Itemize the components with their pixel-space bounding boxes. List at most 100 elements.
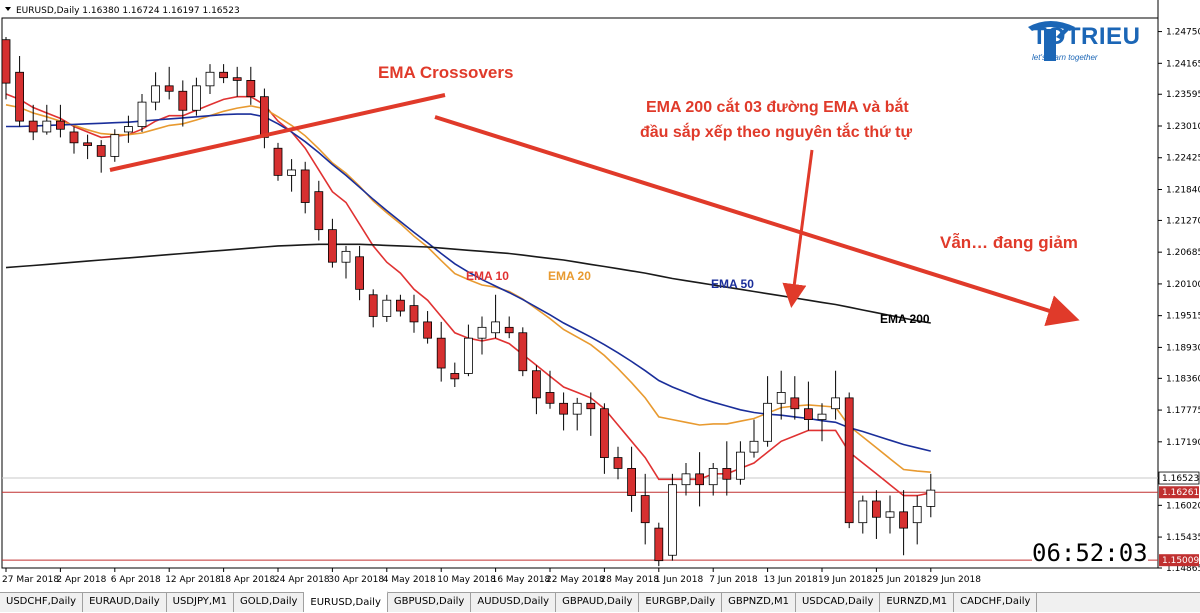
x-tick-label: 27 Mar 2018 xyxy=(2,575,59,585)
tab-audusd-daily[interactable]: AUDUSD,Daily xyxy=(471,593,557,612)
candle xyxy=(736,441,745,485)
plot-frame xyxy=(1,17,1159,569)
x-tick-label: 6 Apr 2018 xyxy=(111,575,161,585)
candle xyxy=(450,362,460,388)
candle xyxy=(627,446,636,512)
price-chart[interactable]: EURUSD,Daily 1.16380 1.16724 1.16197 1.1… xyxy=(0,0,1200,592)
candle xyxy=(912,495,922,545)
candle xyxy=(124,115,133,143)
x-tick-label: 1 Jun 2018 xyxy=(655,575,704,585)
candle xyxy=(463,324,473,377)
brand-name: TOTRIEU xyxy=(1032,23,1141,50)
candle xyxy=(56,104,65,138)
candle xyxy=(681,462,691,496)
y-tick-label: 1.15435 xyxy=(1166,533,1200,543)
candle-body xyxy=(137,101,147,127)
x-tick-label: 7 Jun 2018 xyxy=(709,575,758,585)
candle-body xyxy=(545,392,555,404)
tab-usdjpy-m1[interactable]: USDJPY,M1 xyxy=(167,593,235,612)
candle-body xyxy=(572,402,582,415)
x-tick-label: 28 May 2018 xyxy=(600,575,659,585)
candle-body xyxy=(341,250,351,263)
tab-gbpnzd-m1[interactable]: GBPNZD,M1 xyxy=(722,593,796,612)
candle-body xyxy=(463,337,473,374)
tab-eurusd-daily[interactable]: EURUSD,Daily xyxy=(304,591,388,612)
price-level-tag xyxy=(1159,554,1199,567)
candle xyxy=(137,93,147,132)
tab-gbpaud-daily[interactable]: GBPAUD,Daily xyxy=(556,593,640,612)
candle-body xyxy=(246,80,256,98)
candle-body xyxy=(355,256,365,290)
candle xyxy=(831,370,840,420)
candle xyxy=(219,64,229,84)
candle xyxy=(436,321,446,382)
tab-cadchf-daily[interactable]: CADCHF,Daily xyxy=(954,593,1038,612)
y-tick-label: 1.16020 xyxy=(1166,501,1200,511)
candle-body xyxy=(695,473,704,486)
ema-line-ema-50 xyxy=(6,113,931,452)
candle-body xyxy=(205,71,215,87)
tab-eurgbp-daily[interactable]: EURGBP,Daily xyxy=(639,593,723,612)
candle xyxy=(776,370,786,420)
candle xyxy=(899,490,908,556)
y-tick-label: 1.21270 xyxy=(1166,216,1200,226)
candle xyxy=(504,316,514,339)
x-tick-label: 30 Apr 2018 xyxy=(328,575,384,585)
candle xyxy=(300,161,310,214)
candle-body xyxy=(124,126,133,133)
candle xyxy=(191,77,201,116)
candle-body xyxy=(273,147,283,176)
tab-eurnzd-m1[interactable]: EURNZD,M1 xyxy=(880,593,955,612)
ema200-cross-arrow xyxy=(782,149,814,308)
candle-body xyxy=(722,468,732,480)
x-tick-label: 16 May 2018 xyxy=(492,575,551,585)
candle xyxy=(790,376,800,420)
candle-body xyxy=(640,495,650,524)
candle-body xyxy=(586,402,596,410)
tab-euraud-daily[interactable]: EURAUD,Daily xyxy=(83,593,167,612)
candle xyxy=(668,473,677,561)
candle xyxy=(817,403,827,442)
tab-gbpusd-daily[interactable]: GBPUSD,Daily xyxy=(388,593,472,612)
candle-body xyxy=(83,142,92,146)
candle-body xyxy=(763,402,772,442)
candle xyxy=(600,403,609,474)
y-tick-label: 1.14865 xyxy=(1166,564,1200,574)
candle xyxy=(178,80,188,127)
candle xyxy=(695,452,704,507)
y-tick-label: 1.24750 xyxy=(1166,28,1200,38)
candle xyxy=(382,294,392,322)
candle-body xyxy=(532,370,541,399)
candle xyxy=(804,381,813,431)
candle-body xyxy=(178,90,188,111)
candle xyxy=(287,159,297,192)
candle-body xyxy=(191,85,201,111)
candle-body xyxy=(858,500,868,524)
candle-body xyxy=(42,120,52,133)
candle-body xyxy=(654,527,664,562)
candle xyxy=(83,134,92,160)
candle xyxy=(586,392,596,436)
tab-usdcad-daily[interactable]: USDCAD,Daily xyxy=(796,593,881,612)
tab-usdchf-daily[interactable]: USDCHF,Daily xyxy=(0,593,84,612)
candle-body xyxy=(708,468,718,486)
candle-body xyxy=(736,451,745,480)
x-tick-label: 18 Apr 2018 xyxy=(220,575,276,585)
y-tick-label: 1.18930 xyxy=(1166,343,1200,353)
candle-body xyxy=(314,191,324,231)
candle xyxy=(518,327,528,377)
candle xyxy=(477,316,487,355)
x-tick-label: 13 Jun 2018 xyxy=(764,575,818,585)
clock-display: 06:52:03 xyxy=(1032,539,1148,567)
candle xyxy=(1,36,11,100)
tab-gold-daily[interactable]: GOLD,Daily xyxy=(234,593,305,612)
candle xyxy=(273,142,283,181)
candle-body xyxy=(423,321,433,339)
candle xyxy=(151,72,161,111)
candle xyxy=(532,365,541,415)
candle xyxy=(654,522,664,567)
crossover-annotation-line xyxy=(109,93,446,172)
candle xyxy=(341,245,351,279)
candle-body xyxy=(151,85,161,103)
candle-body xyxy=(15,71,25,122)
